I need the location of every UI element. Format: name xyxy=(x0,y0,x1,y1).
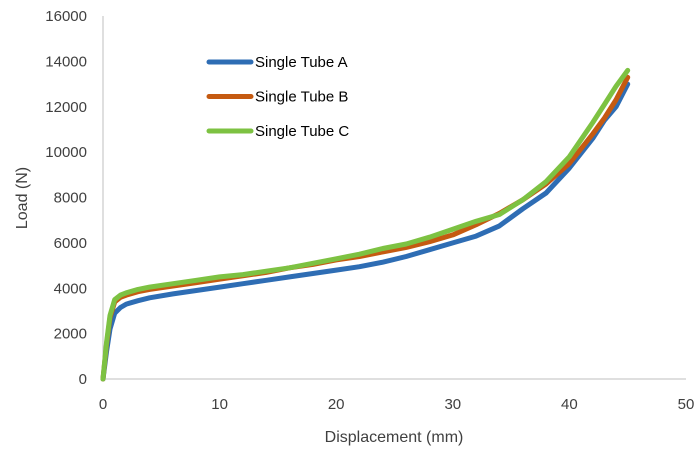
y-axis-ticks: 0 2000 4000 6000 8000 10000 12000 14000 16000 xyxy=(45,8,87,388)
series-line-single-tube-c xyxy=(100,67,631,382)
x-axis-ticks: 0 10 20 30 40 50 xyxy=(99,396,695,413)
y-tick-label: 4000 xyxy=(54,280,87,297)
y-axis-title: Load (N) xyxy=(14,167,31,229)
legend: Single Tube A Single Tube B Single Tube C xyxy=(206,54,349,140)
series-line-single-tube-a xyxy=(100,81,631,382)
legend-label-single-tube-a: Single Tube A xyxy=(255,54,348,71)
axes xyxy=(102,16,686,380)
x-tick-label: 50 xyxy=(678,396,695,413)
x-tick-label: 30 xyxy=(444,396,461,413)
x-tick-label: 0 xyxy=(99,396,107,413)
legend-label-single-tube-b: Single Tube B xyxy=(255,89,348,106)
y-tick-label: 16000 xyxy=(45,8,87,25)
y-tick-label: 14000 xyxy=(45,53,87,70)
y-tick-label: 10000 xyxy=(45,144,87,161)
series-line-single-tube-b xyxy=(100,74,631,382)
y-tick-label: 2000 xyxy=(54,326,87,343)
y-tick-label: 6000 xyxy=(54,235,87,252)
x-axis-title: Displacement (mm) xyxy=(325,429,464,446)
x-tick-label: 40 xyxy=(561,396,578,413)
legend-label-single-tube-c: Single Tube C xyxy=(255,123,349,140)
series-layer xyxy=(100,67,631,382)
y-tick-label: 12000 xyxy=(45,99,87,116)
x-tick-label: 10 xyxy=(211,396,228,413)
x-tick-label: 20 xyxy=(328,396,345,413)
y-tick-label: 8000 xyxy=(54,190,87,207)
y-tick-label: 0 xyxy=(79,371,87,388)
